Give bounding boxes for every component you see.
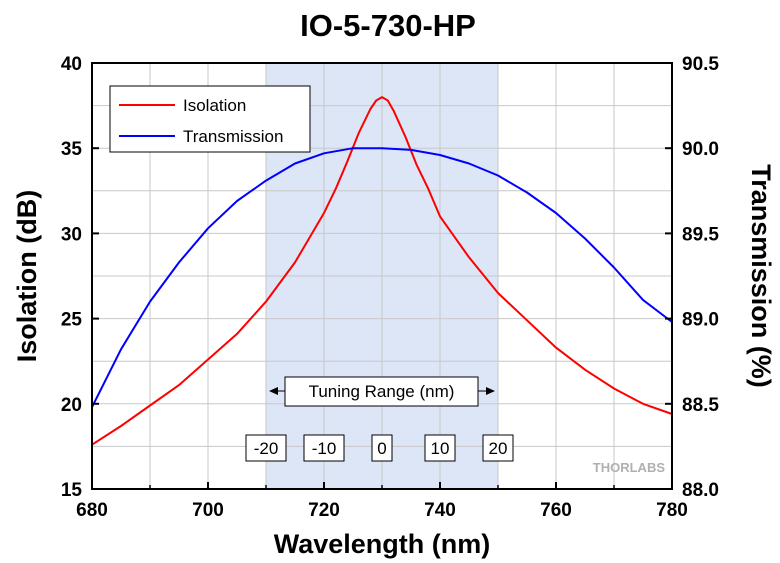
y2-tick-label: 88.0 [682,480,719,501]
y-tick-label: 35 [61,139,83,160]
x-tick-label: 760 [540,500,572,521]
tuning-offset-box [245,434,287,462]
y2-axis-title: Transmission (%) [746,164,776,388]
thorlabs-logo: THORLABS [593,460,666,475]
tuning-offset-label: 20 [489,439,508,458]
y2-tick-label: 90.0 [682,139,719,160]
y-tick-label: 20 [61,395,82,416]
y2-tick-label: 89.5 [682,224,719,245]
tuning-offset-box [303,434,345,462]
legend-label-transmission: Transmission [183,127,283,146]
x-axis-title: Wavelength (nm) [274,529,491,559]
tuning-range-annotation: Tuning Range (nm) [269,376,495,407]
y2-tick-label: 89.0 [682,310,719,331]
tuning-offset-box [482,434,514,462]
y-axis-title: Isolation (dB) [12,190,42,362]
y-tick-label: 30 [61,224,82,245]
tuning-range-label: Tuning Range (nm) [309,382,455,401]
tuning-offset-label: -10 [312,439,337,458]
x-tick-label: 700 [192,500,224,521]
legend-label-isolation: Isolation [183,96,246,115]
chart-title: IO-5-730-HP [300,8,476,43]
y2-tick-label: 88.5 [682,395,719,416]
x-tick-label: 720 [308,500,340,521]
tuning-offset-label: -20 [254,439,279,458]
y-tick-label: 25 [61,310,83,331]
y-tick-label: 15 [61,480,83,501]
y-tick-label: 40 [61,54,82,75]
arrow-right-icon [486,387,495,395]
series-line-transmission [91,147,673,408]
tuning-offset-box [424,434,456,462]
tuning-offset-box [371,434,393,462]
x-tick-label: 740 [424,500,456,521]
y2-tick-label: 90.5 [682,54,719,75]
tuning-range-label-box [284,376,479,407]
series-line-isolation [91,96,673,446]
legend: Isolation Transmission [109,85,311,153]
x-tick-label: 680 [76,500,108,521]
tuning-offset-label: 0 [377,439,386,458]
arrow-left-icon [269,387,278,395]
x-tick-label: 780 [656,500,688,521]
tuning-offset-label: 10 [431,439,450,458]
legend-box [109,85,311,153]
